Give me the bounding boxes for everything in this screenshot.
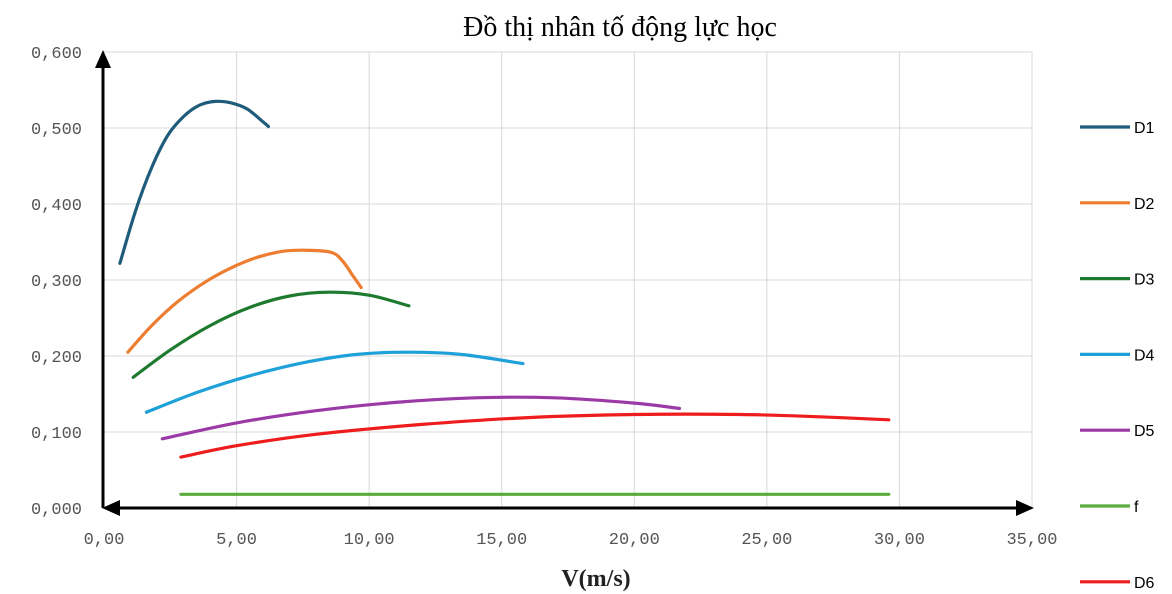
- x-tick-label: 15,00: [476, 531, 527, 550]
- axes: [95, 50, 1034, 516]
- series-lines: [118, 99, 891, 496]
- legend-item-f: f: [1080, 499, 1139, 516]
- legend-label: f: [1134, 499, 1139, 516]
- series-line-d4: [144, 350, 525, 414]
- x-tick-label: 25,00: [741, 531, 792, 550]
- legend-item-d1: D1: [1080, 120, 1155, 137]
- legend-item-d6: D6: [1080, 575, 1155, 592]
- legend-item-d5: D5: [1080, 423, 1155, 440]
- x-tick-label: 5,00: [216, 531, 257, 550]
- y-axis-arrow: [95, 50, 111, 68]
- x-axis-label: V(m/s): [561, 566, 630, 592]
- legend-label: D3: [1134, 272, 1155, 289]
- grid: [104, 51, 1033, 508]
- x-tick-label: 30,00: [874, 531, 925, 550]
- y-tick-label: 0,200: [31, 349, 82, 368]
- x-axis-arrow-left: [102, 500, 120, 516]
- chart-title: Đồ thị nhân tố động lực học: [463, 12, 777, 43]
- legend-label: D6: [1134, 575, 1155, 592]
- y-tick-label: 0,400: [31, 197, 82, 216]
- series-line-d2: [126, 248, 363, 354]
- y-tick-label: 0,100: [31, 425, 82, 444]
- legend-item-d3: D3: [1080, 272, 1155, 289]
- x-tick-labels: 0,00 5,00 10,00 15,00 20,00 25,00 30,00 35,00: [84, 531, 1058, 550]
- legend-label: D2: [1134, 196, 1155, 213]
- x-axis-arrow-right: [1016, 500, 1034, 516]
- x-tick-label: 35,00: [1006, 531, 1057, 550]
- series-line-d1: [118, 99, 270, 265]
- y-tick-label: 0,000: [31, 501, 82, 520]
- legend-label: D5: [1134, 423, 1155, 440]
- x-tick-label: 10,00: [344, 531, 395, 550]
- legend: D1 D2 D3 D4 D5 f D6: [1080, 120, 1155, 592]
- series-line-d5: [160, 395, 681, 441]
- legend-label: D1: [1134, 120, 1155, 137]
- legend-item-d4: D4: [1080, 347, 1155, 364]
- legend-label: D4: [1134, 347, 1155, 364]
- series-line-d3: [131, 290, 411, 379]
- series-line-d6: [179, 412, 891, 459]
- y-tick-labels: 0,000 0,100 0,200 0,300 0,400 0,500 0,600: [31, 45, 82, 520]
- y-tick-label: 0,300: [31, 273, 82, 292]
- x-tick-label: 20,00: [609, 531, 660, 550]
- y-tick-label: 0,500: [31, 121, 82, 140]
- legend-item-d2: D2: [1080, 196, 1155, 213]
- x-tick-label: 0,00: [84, 531, 125, 550]
- y-tick-label: 0,600: [31, 45, 82, 64]
